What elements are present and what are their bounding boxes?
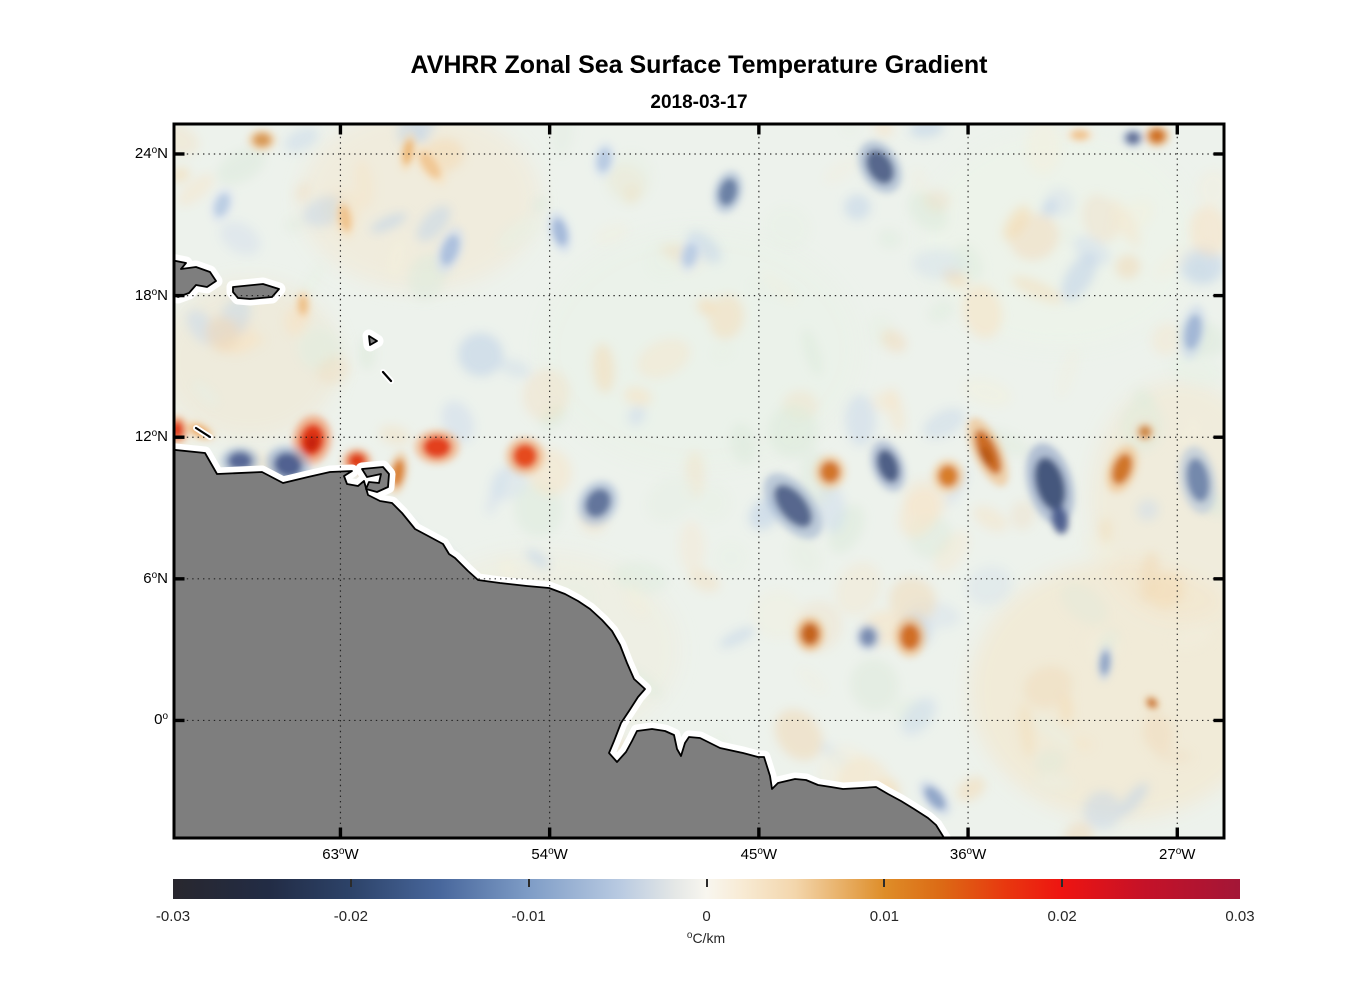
plot-title: AVHRR Zonal Sea Surface Temperature Grad… — [410, 51, 988, 79]
y-tick-label: 6oN — [143, 569, 168, 587]
y-tick-label: 18oN — [134, 286, 168, 304]
colorbar — [173, 879, 1240, 899]
x-tick-label: 27oW — [1159, 846, 1196, 863]
x-tick-label: 63oW — [322, 846, 359, 863]
x-tick-label: 45oW — [740, 846, 778, 863]
colorbar-tick-label: -0.02 — [333, 908, 368, 925]
colorbar-tick-mark — [527, 879, 530, 887]
y-tick-label: 0o — [154, 711, 168, 729]
plot-subtitle: 2018-03-17 — [650, 92, 748, 113]
colorbar-unit-text: C/km — [692, 930, 726, 946]
colorbar-tick-label: 0 — [702, 908, 711, 925]
colorbar-tick-label: 0.01 — [869, 908, 899, 925]
colorbar-tick-mark — [705, 879, 708, 887]
colorbar-unit: oC/km — [687, 930, 725, 946]
colorbar-tick-label: 0.03 — [1225, 908, 1255, 925]
colorbar-tick-mark — [1061, 879, 1064, 887]
colorbar-tick-label: -0.01 — [511, 908, 546, 925]
colorbar-tick-label: 0.02 — [1047, 908, 1077, 925]
y-tick-label: 12oN — [134, 428, 168, 446]
y-tick-label: 24oN — [134, 144, 168, 162]
colorbar-tick-mark — [349, 879, 352, 887]
x-tick-label: 54oW — [531, 846, 568, 863]
x-tick-label: 36oW — [949, 846, 987, 863]
colorbar-tick-mark — [883, 879, 886, 887]
degree-symbol: o — [686, 930, 693, 941]
colorbar-tick-label: -0.03 — [155, 908, 191, 925]
